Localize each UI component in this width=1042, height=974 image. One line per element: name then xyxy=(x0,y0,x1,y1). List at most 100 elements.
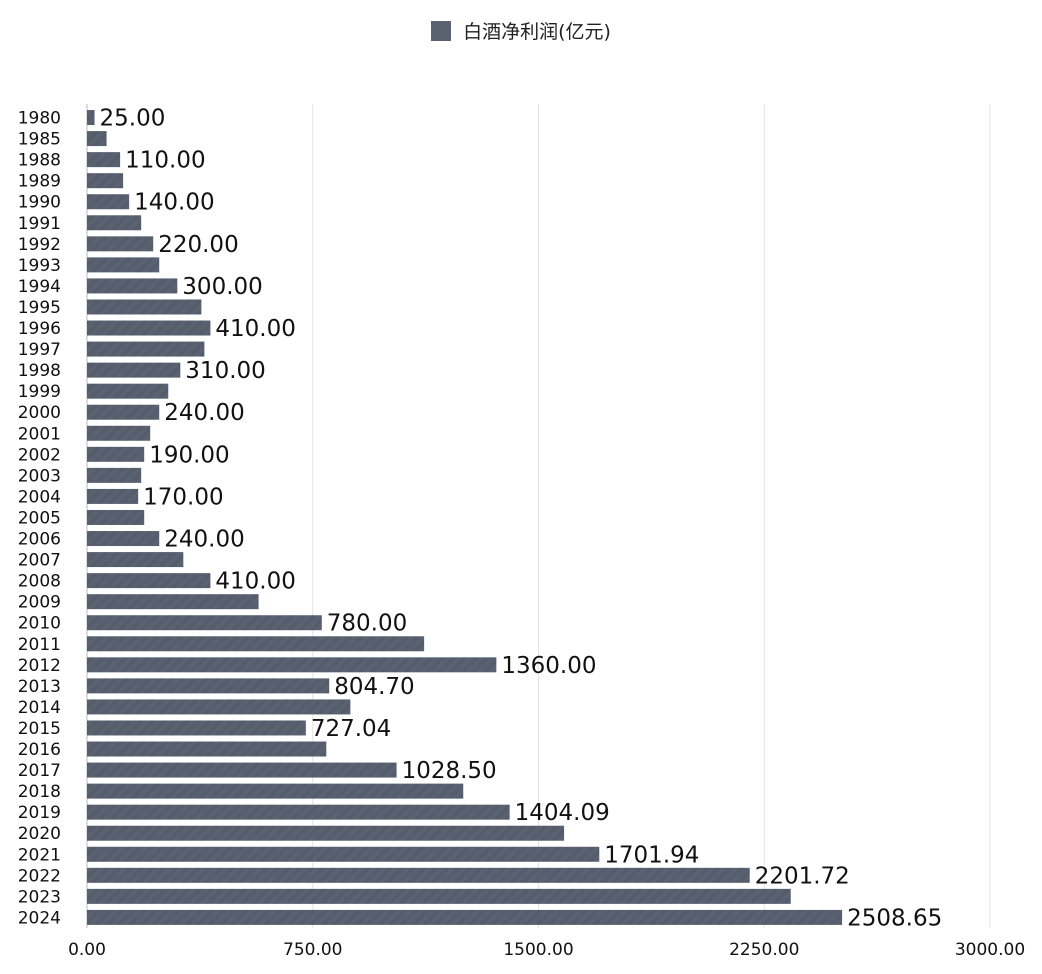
bar xyxy=(87,657,497,673)
category-label: 2018 xyxy=(18,782,61,802)
bar xyxy=(87,867,750,883)
data-label: 220.00 xyxy=(158,232,238,258)
data-label: 190.00 xyxy=(149,442,229,468)
category-label: 2012 xyxy=(18,656,61,676)
category-label: 1995 xyxy=(18,298,61,318)
data-label: 2508.65 xyxy=(847,905,942,931)
x-tick-label: 750.00 xyxy=(283,940,342,960)
bar xyxy=(87,909,843,925)
data-label: 25.00 xyxy=(100,106,166,132)
category-label: 2021 xyxy=(18,845,61,865)
bar xyxy=(87,215,142,231)
category-labels: 1980198519881989199019911992199319941995… xyxy=(18,109,61,929)
data-label: 410.00 xyxy=(215,569,295,595)
category-label: 1992 xyxy=(18,235,61,255)
x-tick-label: 0.00 xyxy=(68,940,106,960)
data-label: 240.00 xyxy=(164,527,244,553)
bar xyxy=(87,236,154,252)
bar xyxy=(87,362,181,378)
category-label: 1994 xyxy=(18,277,61,297)
data-label: 727.04 xyxy=(311,716,391,742)
category-label: 2011 xyxy=(18,635,61,655)
bar xyxy=(87,320,211,336)
category-label: 2019 xyxy=(18,803,61,823)
data-label: 1028.50 xyxy=(402,758,497,784)
bar xyxy=(87,278,178,294)
category-label: 2013 xyxy=(18,677,61,697)
legend-label: 白酒净利润(亿元) xyxy=(463,21,611,43)
category-label: 2000 xyxy=(18,403,61,423)
category-label: 2023 xyxy=(18,887,61,907)
bar xyxy=(87,110,95,126)
bar xyxy=(87,341,205,357)
category-label: 1989 xyxy=(18,172,61,192)
bar xyxy=(87,152,121,168)
category-label: 2014 xyxy=(18,698,61,718)
category-label: 2006 xyxy=(18,530,61,550)
data-label: 240.00 xyxy=(164,400,244,426)
data-label: 780.00 xyxy=(327,611,407,637)
category-label: 2003 xyxy=(18,466,61,486)
bar xyxy=(87,699,351,715)
bar xyxy=(87,404,160,420)
category-label: 2017 xyxy=(18,761,61,781)
value-labels: 25.00 110.00 140.00 220.00 300.00 410.00 310.0… xyxy=(100,106,943,932)
bar xyxy=(87,804,510,820)
data-label: 1701.94 xyxy=(604,842,699,868)
data-label: 110.00 xyxy=(125,148,205,174)
data-label: 2201.72 xyxy=(755,863,850,889)
bar xyxy=(87,573,211,589)
x-tick-label: 2250.00 xyxy=(729,940,799,960)
bar xyxy=(87,783,464,799)
category-label: 2004 xyxy=(18,487,61,507)
bar xyxy=(87,299,202,315)
category-label: 2009 xyxy=(18,593,61,613)
bar xyxy=(87,131,107,147)
bar xyxy=(87,173,124,189)
data-label: 1360.00 xyxy=(501,653,596,679)
bar xyxy=(87,509,145,525)
bar xyxy=(87,257,160,273)
bar xyxy=(87,825,565,841)
bars xyxy=(87,110,843,925)
category-label: 2016 xyxy=(18,740,61,760)
x-tick-label: 1500.00 xyxy=(503,940,573,960)
category-label: 2010 xyxy=(18,614,61,634)
category-label: 1998 xyxy=(18,361,61,381)
category-label: 2005 xyxy=(18,508,61,528)
data-label: 310.00 xyxy=(185,358,265,384)
category-label: 1993 xyxy=(18,256,61,276)
category-label: 2008 xyxy=(18,572,61,592)
category-label: 2002 xyxy=(18,445,61,465)
bar xyxy=(87,552,184,568)
category-label: 1991 xyxy=(18,214,61,234)
category-label: 1996 xyxy=(18,319,61,339)
data-label: 1404.09 xyxy=(515,800,610,826)
bar xyxy=(87,531,160,547)
data-label: 300.00 xyxy=(182,274,262,300)
category-label: 2022 xyxy=(18,866,61,886)
bar xyxy=(87,594,259,610)
data-label: 804.70 xyxy=(334,674,414,700)
bar xyxy=(87,383,169,399)
category-label: 2001 xyxy=(18,424,61,444)
category-label: 1980 xyxy=(18,109,61,129)
data-label: 170.00 xyxy=(143,484,223,510)
category-label: 2024 xyxy=(18,908,61,928)
bar xyxy=(87,846,600,862)
legend: 白酒净利润(亿元) xyxy=(0,17,1042,44)
category-label: 1988 xyxy=(18,151,61,171)
category-label: 1997 xyxy=(18,340,61,360)
bar xyxy=(87,762,397,778)
category-label: 2007 xyxy=(18,551,61,571)
data-label: 140.00 xyxy=(134,190,214,216)
legend-swatch xyxy=(431,21,452,41)
category-label: 2020 xyxy=(18,824,61,844)
category-label: 2015 xyxy=(18,719,61,739)
x-tick-label: 3000.00 xyxy=(955,940,1025,960)
bar xyxy=(87,888,791,904)
bar xyxy=(87,615,322,631)
category-label: 1990 xyxy=(18,193,61,213)
bar xyxy=(87,467,142,483)
